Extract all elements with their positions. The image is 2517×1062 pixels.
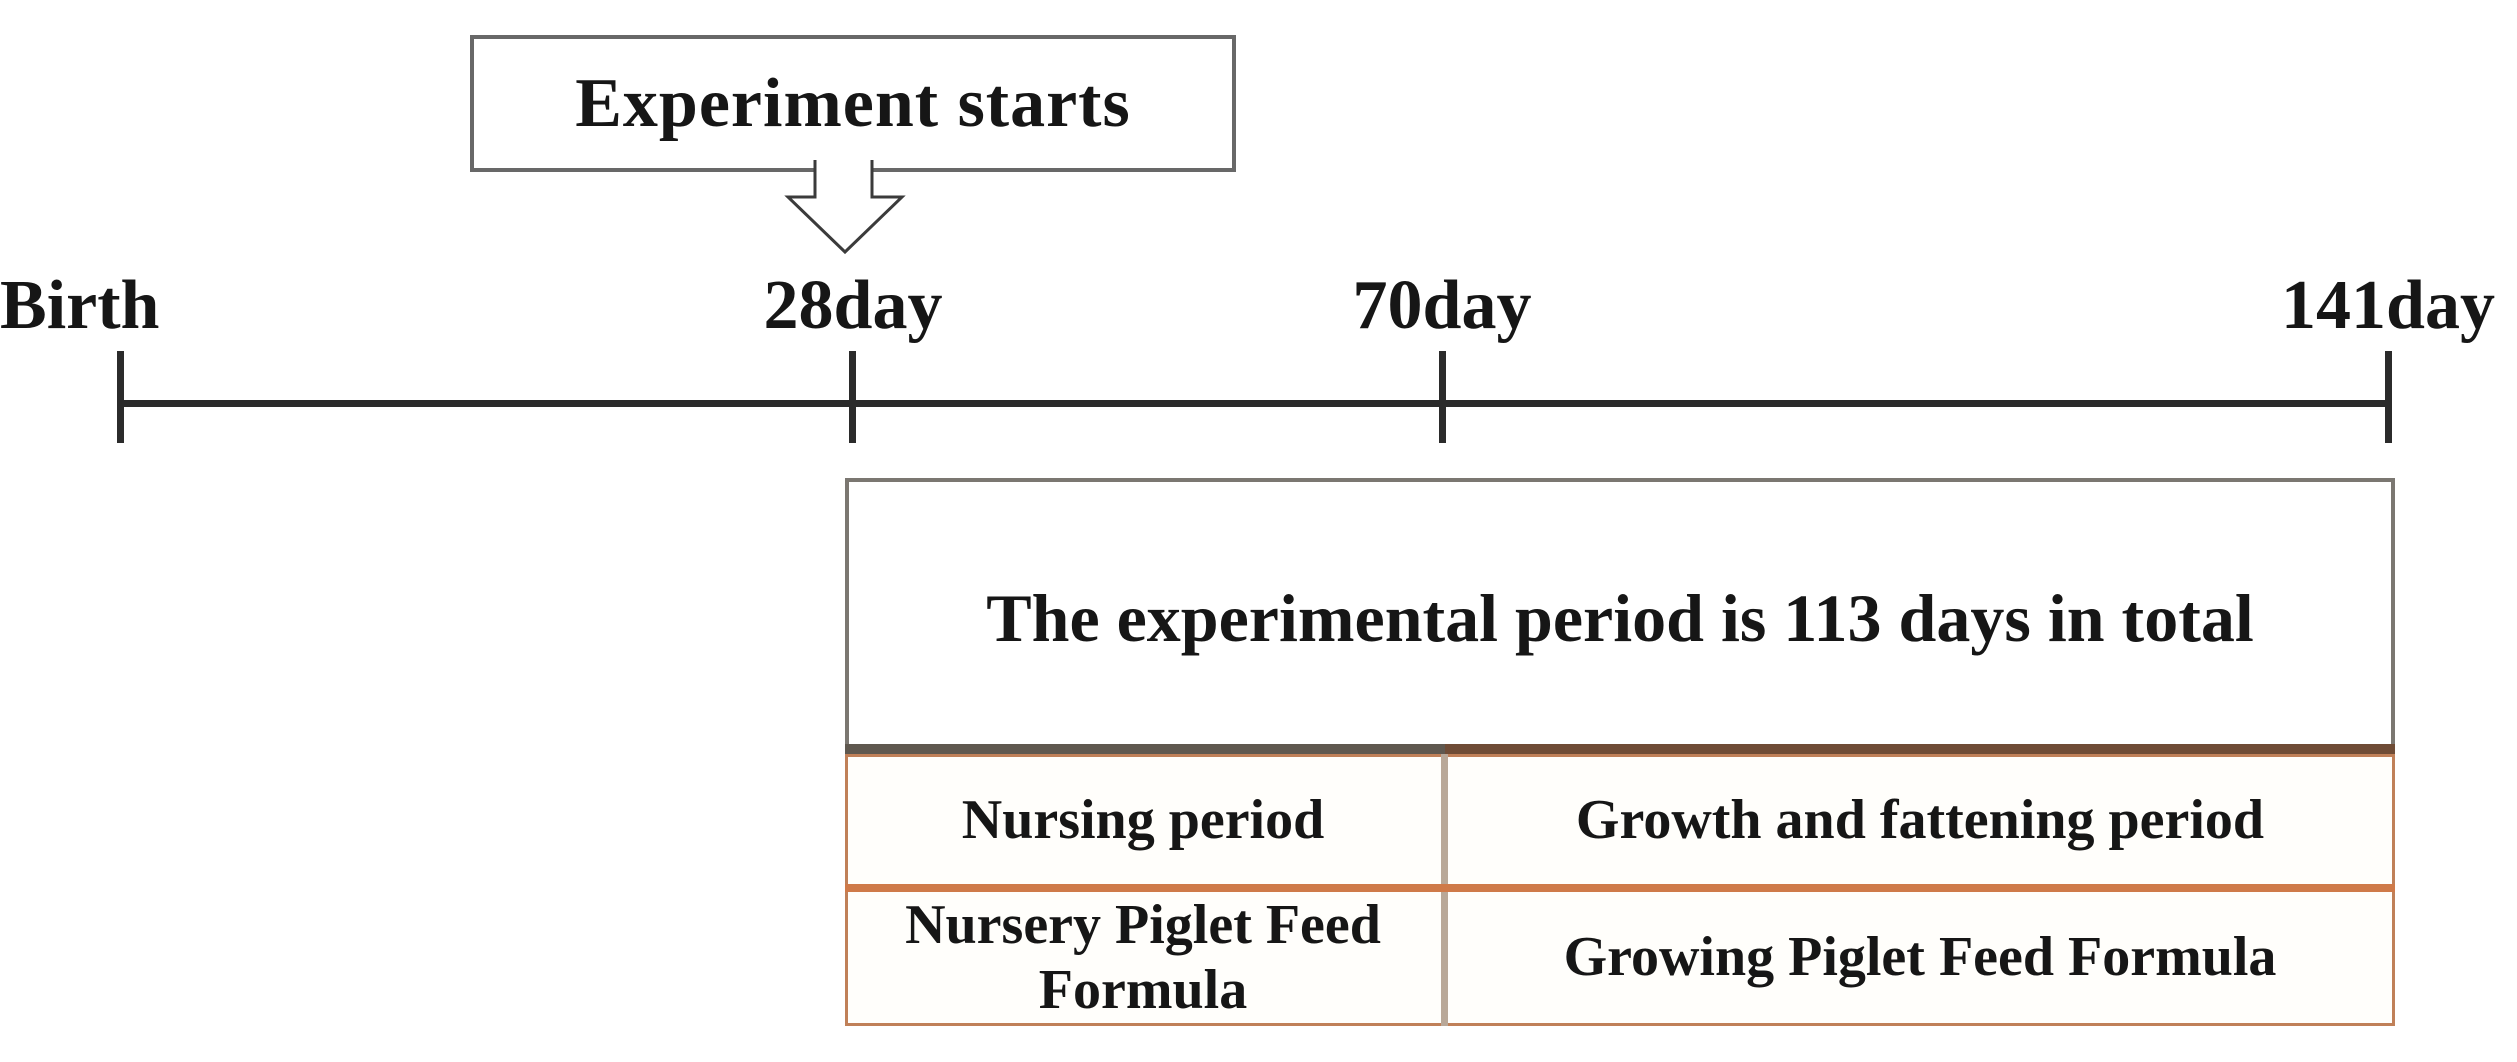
timeline-label-birth: Birth bbox=[0, 266, 159, 346]
timeline-axis bbox=[120, 400, 2392, 407]
summary-box-bottom-border-right bbox=[1445, 744, 2395, 754]
experiment-starts-label: Experiment starts bbox=[575, 64, 1131, 142]
down-arrow-icon bbox=[784, 160, 906, 255]
table-cell-nursery-piglet-feed-formula: Nursery Piglet Feed Formula bbox=[845, 892, 1441, 1023]
experiment-starts-callout: Experiment starts bbox=[470, 35, 1236, 172]
experimental-period-text: The experimental period is 113 days in t… bbox=[986, 580, 2254, 656]
day70-label-text: 70day bbox=[1352, 267, 1532, 344]
timeline-tick-141day bbox=[2385, 351, 2392, 443]
timeline-tick-70day bbox=[1439, 351, 1446, 443]
birth-label-text: Birth bbox=[0, 267, 160, 344]
nursing-period-text: Nursing period bbox=[961, 789, 1325, 852]
growth-fattening-period-text: Growth and fattening period bbox=[1575, 789, 2265, 852]
timeline-label-141day: 141day bbox=[2238, 266, 2517, 346]
nursery-piglet-feed-formula-text: Nursery Piglet Feed Formula bbox=[905, 894, 1381, 1021]
day141-label-text: 141day bbox=[2281, 267, 2495, 344]
summary-box-bottom-border-left bbox=[845, 744, 1445, 754]
timeline-label-28day: 28day bbox=[703, 266, 1003, 346]
timeline-tick-28day bbox=[849, 351, 856, 443]
table-cell-nursing-period: Nursing period bbox=[845, 757, 1441, 884]
experimental-period-box: The experimental period is 113 days in t… bbox=[845, 478, 2395, 755]
growing-piglet-feed-formula-text: Growing Piglet Feed Formula bbox=[1563, 926, 2277, 989]
timeline-label-70day: 70day bbox=[1292, 266, 1592, 346]
timeline-tick-birth bbox=[117, 351, 124, 443]
periods-table-row-divider bbox=[845, 884, 2395, 892]
table-cell-growth-fattening-period: Growth and fattening period bbox=[1448, 757, 2392, 884]
day28-label-text: 28day bbox=[763, 267, 943, 344]
table-cell-growing-piglet-feed-formula: Growing Piglet Feed Formula bbox=[1448, 892, 2392, 1023]
